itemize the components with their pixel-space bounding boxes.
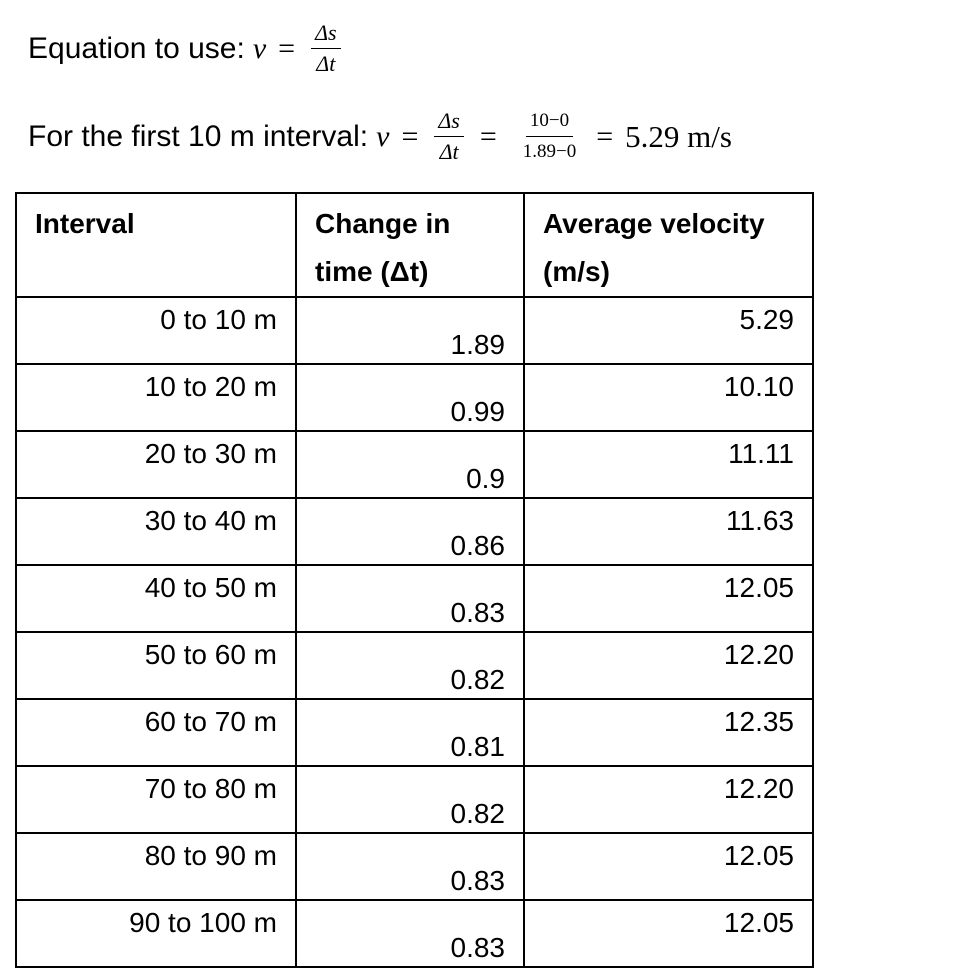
table-cell: 30 to 40 m: [15, 497, 297, 566]
operator: =: [401, 119, 419, 153]
table-cell: 12.05: [523, 564, 814, 633]
numerator: 10−0: [525, 106, 574, 137]
header-cell: Average velocity (m/s): [523, 192, 814, 298]
table-cell: 0.83: [295, 832, 525, 901]
table-body: 0 to 10 m 1.89 5.29 10 to 20 m 0.99 10.10 20 t…: [15, 296, 814, 968]
table-cell: 0.82: [295, 631, 525, 700]
table-cell: 0.99: [295, 363, 525, 432]
table-cell: 50 to 60 m: [15, 631, 297, 700]
equation-1: Equation to use: v = Δs Δt: [28, 18, 345, 79]
numerator: Δs: [434, 106, 464, 137]
table-row: 60 to 70 m 0.81 12.35: [15, 698, 814, 767]
label: For the first 10 m interval:: [28, 119, 369, 153]
table-cell: 0.81: [295, 698, 525, 767]
table-row: 0 to 10 m 1.89 5.29: [15, 296, 814, 365]
table-cell: 12.35: [523, 698, 814, 767]
table-row: 30 to 40 m 0.86 11.63: [15, 497, 814, 566]
table-row: 50 to 60 m 0.82 12.20: [15, 631, 814, 700]
table-cell: 90 to 100 m: [15, 899, 297, 968]
table-cell: 12.05: [523, 899, 814, 968]
table-row: 40 to 50 m 0.83 12.05: [15, 564, 814, 633]
header-cell: Change in time (Δt): [295, 192, 525, 298]
table-row: 20 to 30 m 0.9 11.11: [15, 430, 814, 499]
table-cell: 5.29: [523, 296, 814, 365]
table-cell: 20 to 30 m: [15, 430, 297, 499]
table-cell: 12.20: [523, 631, 814, 700]
equation-2: For the first 10 m interval: v = Δs Δt =…: [28, 106, 732, 167]
table: Interval Change in time (Δt) Average veloc…: [15, 192, 814, 968]
table-cell: 0.83: [295, 564, 525, 633]
table-cell: 11.11: [523, 430, 814, 499]
table-cell: 11.63: [523, 497, 814, 566]
numerator: Δs: [311, 18, 341, 49]
fraction: Δs Δt: [311, 18, 341, 79]
table-cell: 40 to 50 m: [15, 564, 297, 633]
table-cell: 60 to 70 m: [15, 698, 297, 767]
operator: =: [278, 31, 296, 65]
fraction: 10−0 1.89−0: [519, 106, 580, 167]
operator: =: [479, 119, 497, 153]
table-cell: 80 to 90 m: [15, 832, 297, 901]
label: Equation to use:: [28, 31, 245, 65]
denominator: Δt: [439, 139, 459, 164]
table-cell: 12.20: [523, 765, 814, 834]
header-row: Interval Change in time (Δt) Average veloc…: [15, 192, 814, 298]
denominator: Δt: [316, 51, 336, 76]
operator: =: [596, 119, 614, 153]
header-cell: Interval: [15, 192, 297, 298]
result: 5.29 m/s: [625, 118, 732, 154]
table-cell: 12.05: [523, 832, 814, 901]
table-cell: 0.9: [295, 430, 525, 499]
table-row: 90 to 100 m 0.83 12.05: [15, 899, 814, 968]
fraction: Δs Δt: [434, 106, 464, 167]
page: Equation to use: v = Δs Δt For the first…: [15, 18, 814, 968]
variable: v: [252, 31, 267, 65]
table-cell: 0.83: [295, 899, 525, 968]
table-cell: 10.10: [523, 363, 814, 432]
table-row: 70 to 80 m 0.82 12.20: [15, 765, 814, 834]
table-cell: 0 to 10 m: [15, 296, 297, 365]
table-cell: 10 to 20 m: [15, 363, 297, 432]
table-cell: 0.86: [295, 497, 525, 566]
table-row: 10 to 20 m 0.99 10.10: [15, 363, 814, 432]
table-cell: 1.89: [295, 296, 525, 365]
table-cell: 70 to 80 m: [15, 765, 297, 834]
table-cell: 0.82: [295, 765, 525, 834]
table-row: 80 to 90 m 0.83 12.05: [15, 832, 814, 901]
variable: v: [376, 119, 390, 153]
denominator: 1.89−0: [522, 141, 577, 162]
